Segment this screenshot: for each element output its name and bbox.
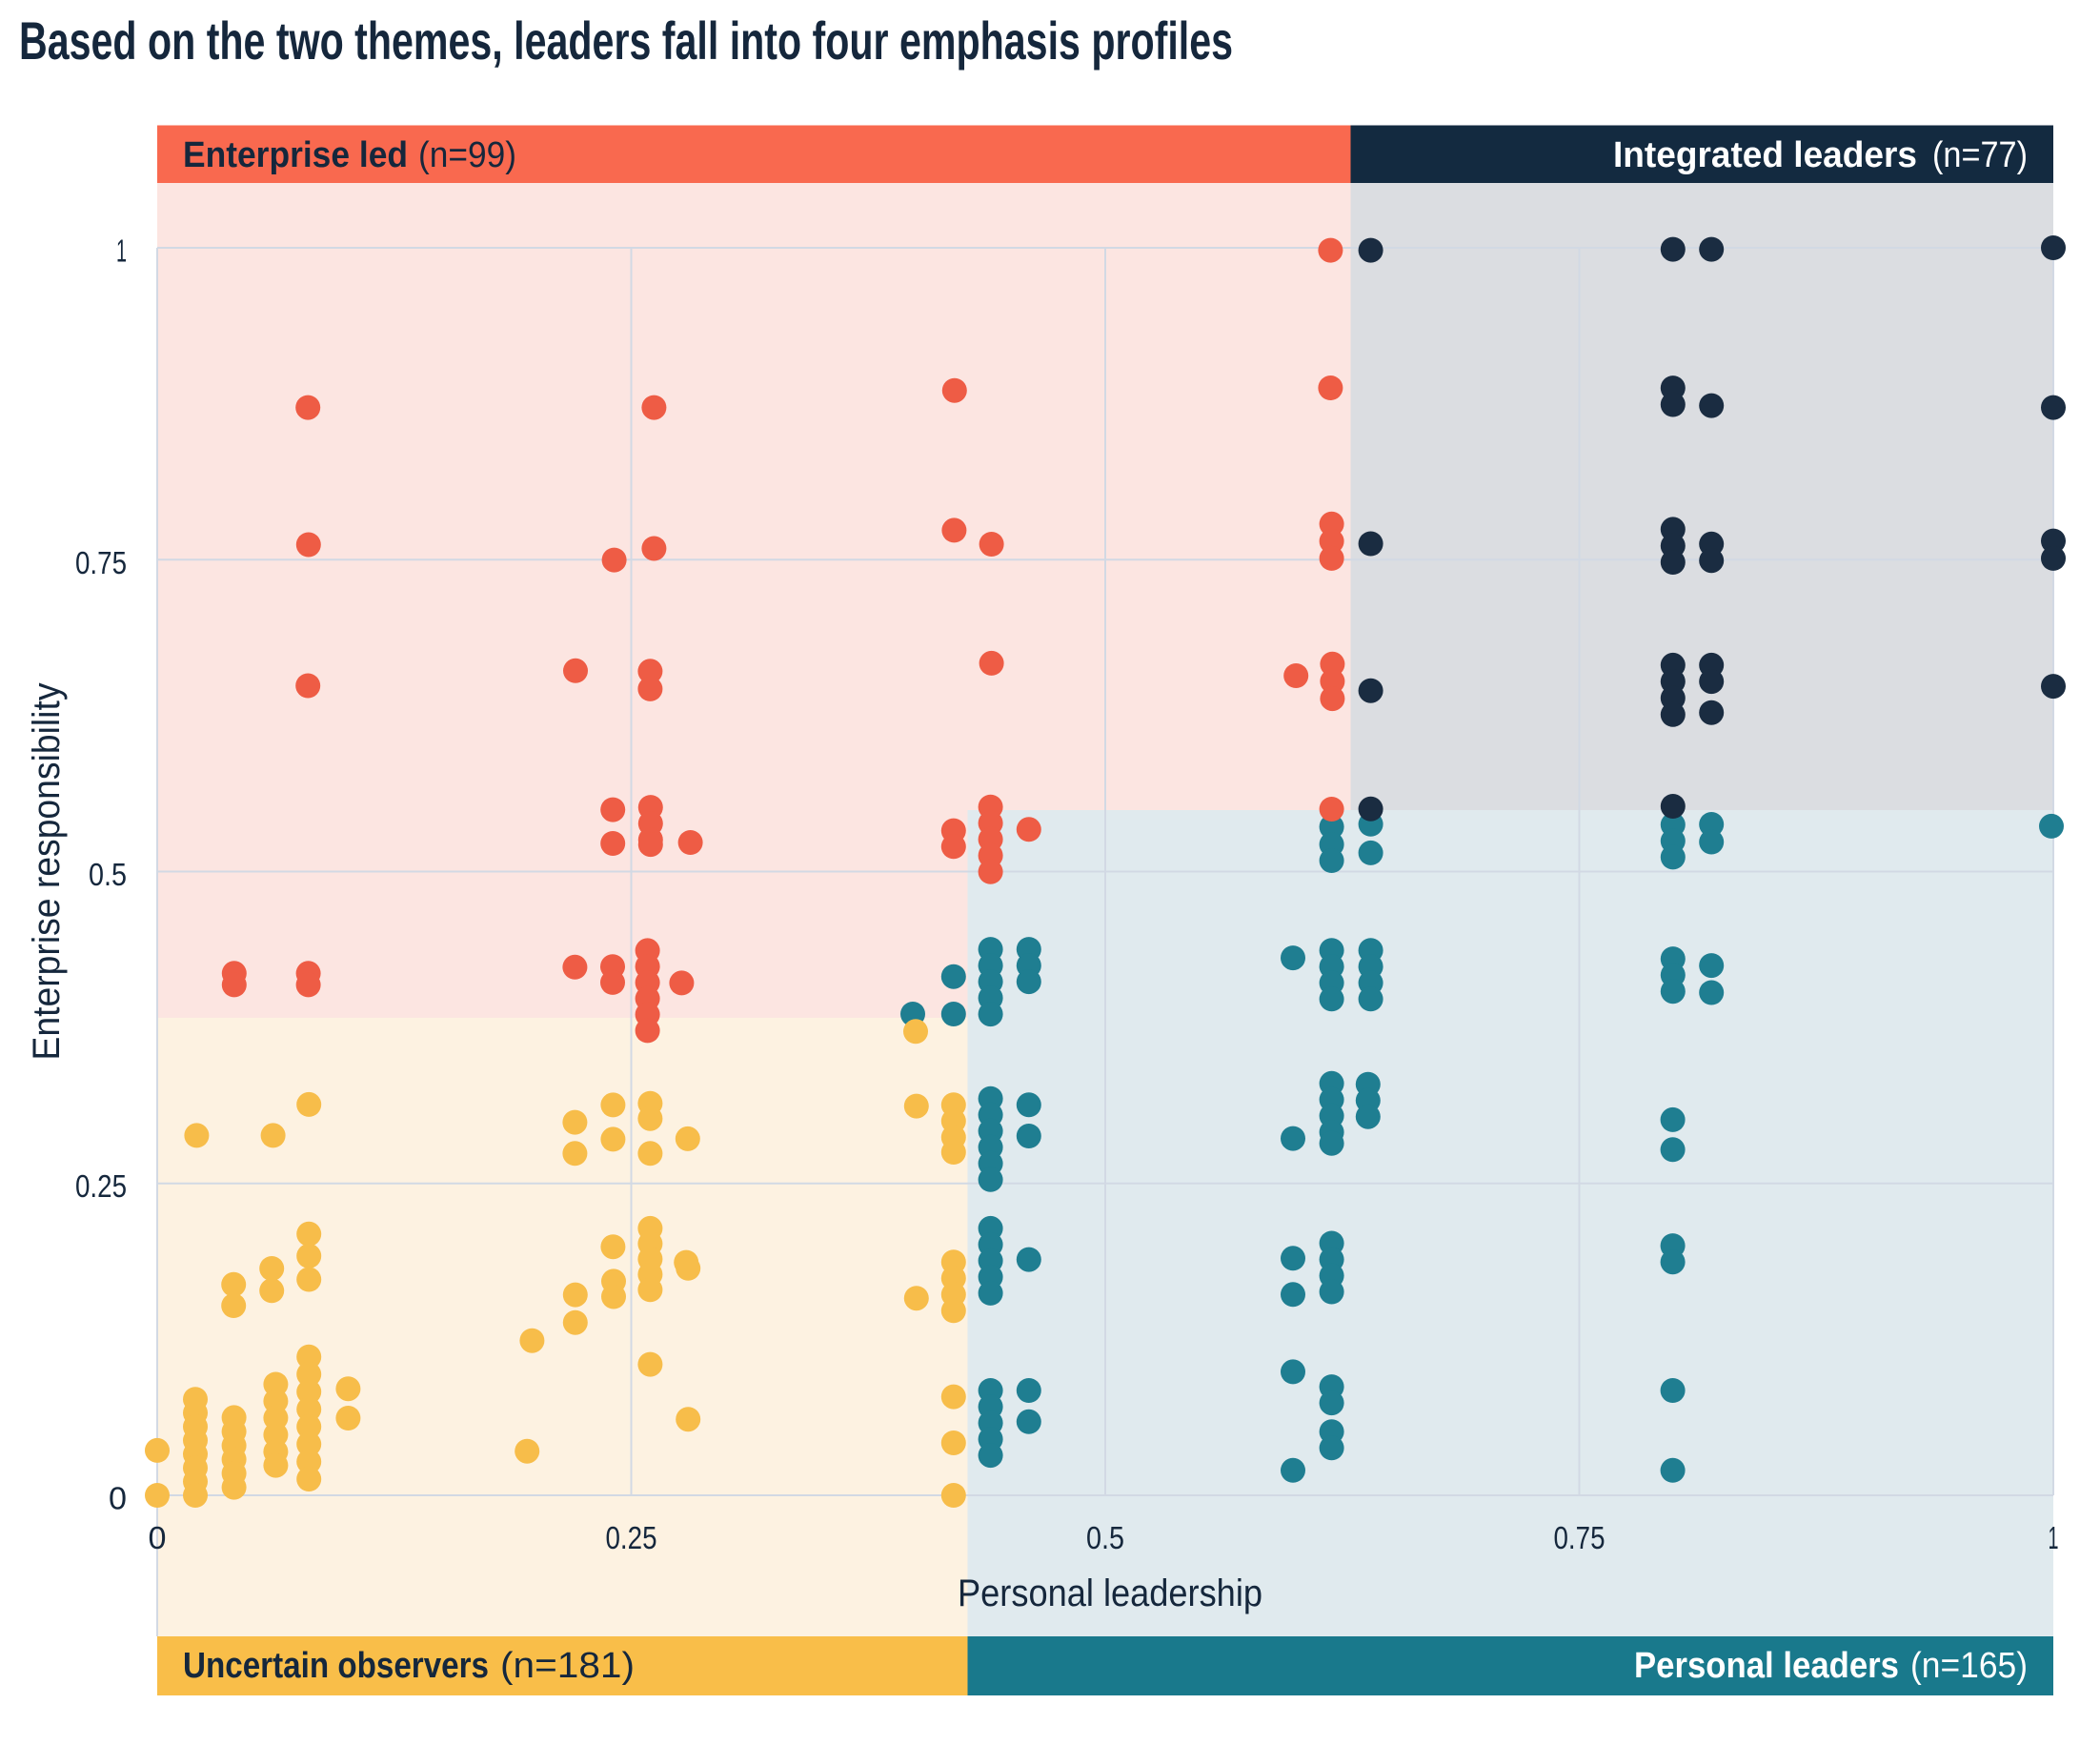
- svg-text:0.75: 0.75: [1554, 1520, 1605, 1555]
- svg-text:0.5: 0.5: [89, 857, 127, 892]
- svg-text:(n=181): (n=181): [500, 1646, 635, 1686]
- svg-text:(n=77): (n=77): [1932, 135, 2028, 175]
- svg-text:0.25: 0.25: [75, 1168, 127, 1204]
- svg-text:0.5: 0.5: [1086, 1520, 1124, 1555]
- svg-text:0: 0: [109, 1481, 127, 1516]
- svg-text:0: 0: [149, 1520, 167, 1555]
- svg-text:Personal leaders: Personal leaders: [1634, 1646, 1899, 1686]
- svg-text:Enterprise responsibility: Enterprise responsibility: [26, 683, 68, 1061]
- svg-text:Based on the two themes, leade: Based on the two themes, leaders fall in…: [19, 10, 1233, 71]
- svg-text:Personal leadership: Personal leadership: [958, 1573, 1262, 1614]
- svg-text:1: 1: [116, 233, 127, 269]
- svg-text:Enterprise led: Enterprise led: [183, 135, 408, 175]
- svg-text:(n=99): (n=99): [418, 135, 516, 175]
- svg-text:0.25: 0.25: [606, 1520, 657, 1555]
- svg-text:(n=165): (n=165): [1910, 1646, 2028, 1686]
- svg-text:Uncertain observers: Uncertain observers: [183, 1646, 489, 1686]
- svg-text:1: 1: [2049, 1520, 2059, 1555]
- svg-text:Integrated leaders: Integrated leaders: [1613, 135, 1917, 175]
- svg-text:0.75: 0.75: [75, 545, 127, 580]
